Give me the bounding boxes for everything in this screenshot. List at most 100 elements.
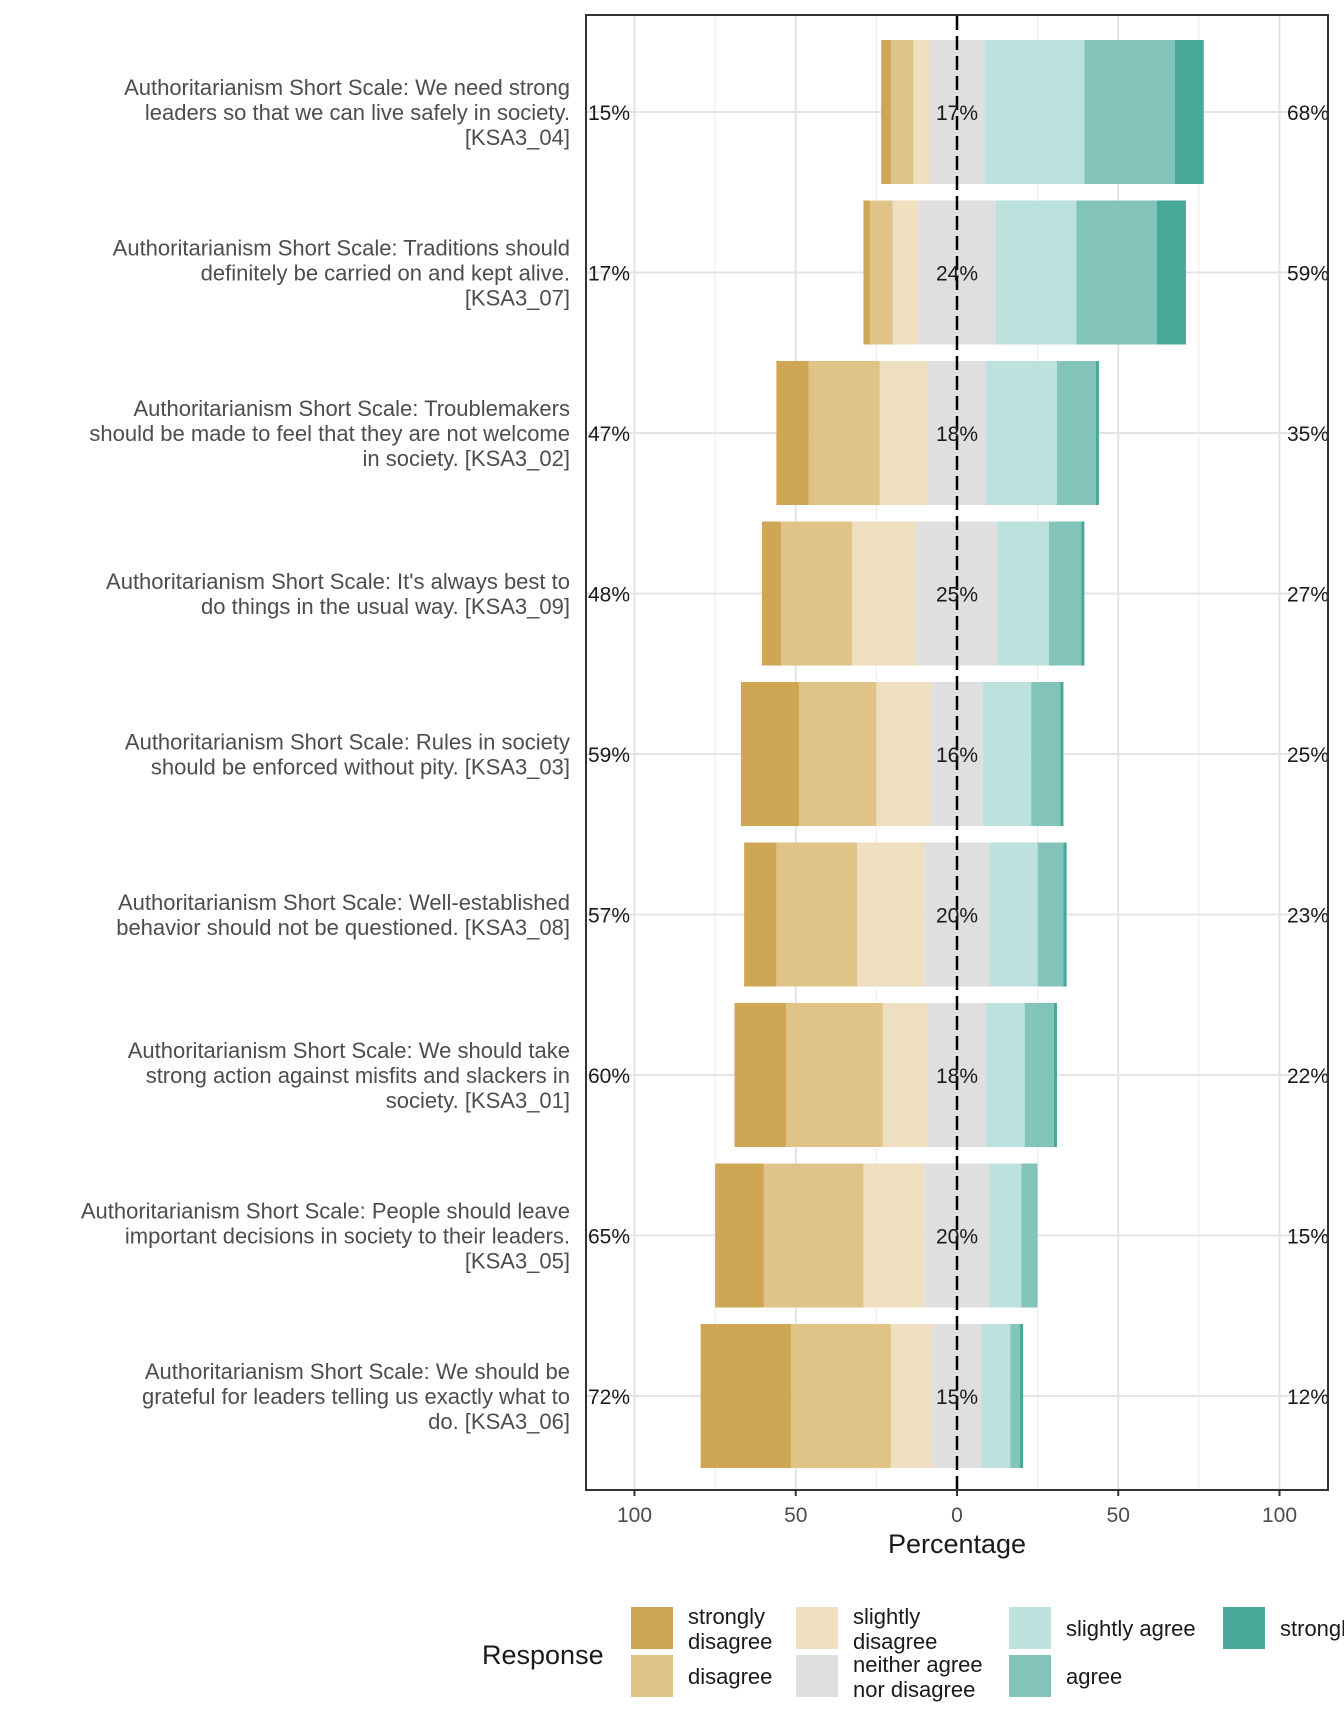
bar-segment-slightly-disagree [890,1324,933,1468]
neutral-percent-label: 18% [936,423,978,446]
bar-segment-disagree [776,842,858,987]
bar-segment-agree [1037,842,1064,987]
bar-segment-slightly-agree [981,1324,1011,1468]
legend: Responsestronglydisagreedisagreeslightly… [482,1604,1344,1702]
bar-segment-strongly-disagree [776,361,809,505]
bar-segment-slightly-agree [986,361,1057,505]
bar-segment-strongly-disagree [700,1324,791,1468]
item-label-line: definitely be carried on and kept alive. [201,261,570,286]
bar-segment-strongly-agree [1174,40,1204,184]
bar-segment-agree [1048,521,1082,666]
x-tick-label: 50 [784,1504,807,1527]
low-percent-label: 15% [588,102,630,125]
legend-swatch-disagree [631,1655,673,1697]
legend-label: strongly agree [1280,1616,1344,1641]
bar-segment-disagree [798,682,877,826]
legend-label-line: nor disagree [853,1677,975,1702]
high-percent-label: 12% [1287,1386,1329,1409]
legend-swatch-slightly-agree [1009,1607,1051,1649]
bars-layer [700,40,1204,1468]
item-label-line: should be made to feel that they are not… [89,421,570,446]
legend-label-line: slightly [853,1604,920,1629]
legend-label: slightly agree [1066,1616,1196,1641]
bar-segment-slightly-agree [982,682,1032,826]
item-label-line: do things in the usual way. [KSA3_09] [201,594,570,619]
bar-segment-strongly-agree [1063,842,1067,987]
item-label-line: [KSA3_07] [465,286,570,311]
bar-segment-agree [1021,1163,1038,1308]
high-percent-label: 68% [1287,102,1329,125]
x-axis: 100 50 0 50 100 Percentage [585,14,1329,1559]
x-axis-title: Percentage [888,1529,1026,1559]
bar-segment-disagree [781,521,853,666]
item-label-line: Authoritarianism Short Scale: We need st… [124,75,570,100]
item-label-line: [KSA3_05] [465,1249,570,1274]
bar-segment-disagree [808,361,880,505]
high-percent-label: 25% [1287,744,1329,767]
low-percent-label: 59% [588,744,630,767]
neutral-percent-label: 18% [936,1065,978,1088]
neutral-percent-label: 25% [936,584,978,607]
item-label-line: Authoritarianism Short Scale: People sho… [81,1199,570,1224]
bar-segment-agree [1084,40,1175,184]
legend-swatch-agree [1009,1655,1051,1697]
bar-segment-slightly-disagree [913,40,930,184]
bar-segment-strongly-disagree [881,40,891,184]
bar-segment-slightly-disagree [892,200,919,345]
high-percent-label: 27% [1287,584,1329,607]
bar-segment-strongly-disagree [740,682,799,826]
item-label-line: Authoritarianism Short Scale: It's alway… [106,569,570,594]
low-percent-label: 48% [588,584,630,607]
low-percent-label: 57% [588,905,630,928]
high-percent-label: 15% [1287,1226,1329,1249]
legend-label-line: strongly [688,1604,765,1629]
bar-segment-agree [1076,200,1157,345]
legend-swatch-strongly-disagree [631,1607,673,1649]
item-label-line: Authoritarianism Short Scale: Well-estab… [118,890,570,915]
low-percent-label: 72% [588,1386,630,1409]
item-label-line: should be enforced without pity. [KSA3_0… [151,755,570,780]
bar-segment-agree [1031,682,1061,826]
bar-segment-disagree [790,1324,891,1468]
item-label-line: [KSA3_04] [465,125,570,150]
legend-label: disagree [688,1664,772,1689]
neutral-percent-label: 16% [936,744,978,767]
x-tick-label: 100 [1262,1504,1297,1527]
item-label-line: society. [KSA3_01] [386,1088,570,1113]
legend-swatch-slightly-disagree [796,1607,838,1649]
bar-segment-strongly-agree [1095,361,1099,505]
legend-label: agree [1066,1664,1122,1689]
item-label-line: important decisions in society to their … [125,1224,570,1249]
legend-label-line: neither agree [853,1652,983,1677]
bar-segment-strongly-agree [1019,1324,1024,1468]
low-percent-label: 60% [588,1065,630,1088]
x-tick-label: 0 [951,1504,963,1527]
bar-segment-slightly-disagree [863,1163,925,1308]
bar-segment-strongly-disagree [744,842,777,987]
bar-segment-disagree [890,40,914,184]
bar-segment-slightly-disagree [876,682,932,826]
item-label-line: Authoritarianism Short Scale: Traditions… [113,236,570,261]
low-percent-label: 65% [588,1226,630,1249]
item-label-line: grateful for leaders telling us exactly … [142,1384,570,1409]
legend-swatch-strongly-agree [1223,1607,1265,1649]
item-label-line: Authoritarianism Short Scale: Troublemak… [133,396,570,421]
neutral-percent-label: 17% [936,102,978,125]
bar-segment-strongly-agree [1053,1003,1057,1147]
high-percent-label: 23% [1287,905,1329,928]
neutral-percent-label: 15% [936,1386,978,1409]
bar-segment-slightly-disagree [882,1003,928,1147]
item-label-line: leaders so that we can live safely in so… [145,100,570,125]
bar-segment-disagree [763,1163,864,1308]
item-label-line: Authoritarianism Short Scale: Rules in s… [125,730,570,755]
bar-segment-slightly-disagree [852,521,917,666]
bar-segment-disagree [786,1003,883,1147]
bar-segment-slightly-disagree [879,361,928,505]
item-label-line: Authoritarianism Short Scale: We should … [128,1038,570,1063]
bar-segment-strongly-disagree [761,521,782,666]
legend-label-line: disagree [853,1629,937,1654]
bar-segment-agree [1024,1003,1054,1147]
labels-layer: Authoritarianism Short Scale: We need st… [81,75,1329,1434]
bar-segment-strongly-disagree [734,1003,787,1147]
item-label-line: behavior should not be questioned. [KSA3… [116,915,570,940]
